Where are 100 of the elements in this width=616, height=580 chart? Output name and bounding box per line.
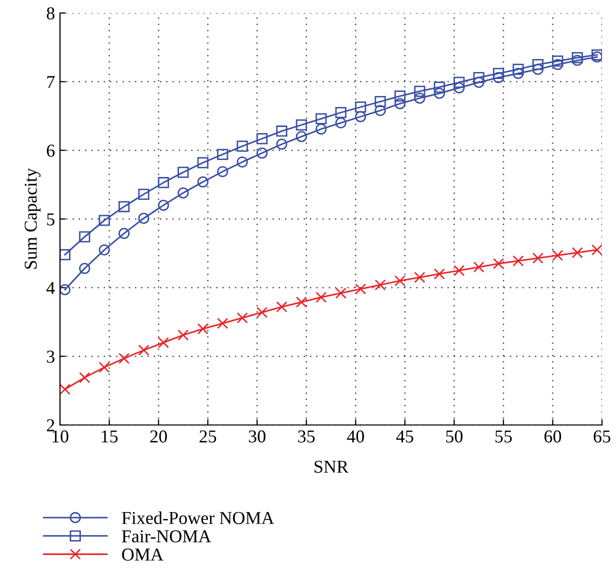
point (492, 68, 504, 79)
x-tick-label: 30 (248, 430, 266, 443)
point (592, 49, 602, 60)
point (374, 104, 386, 116)
y-tick-label: 7 (47, 76, 55, 88)
x-tick-label: 10 (52, 430, 68, 443)
point (532, 64, 544, 75)
x-tick-label: 55 (495, 430, 512, 443)
point (79, 262, 90, 274)
point (197, 176, 208, 188)
point (355, 283, 366, 295)
point (276, 138, 288, 150)
point (178, 166, 189, 178)
point (335, 107, 346, 118)
point (316, 292, 327, 303)
point (414, 272, 426, 283)
point (158, 200, 170, 211)
x-tick-label: 65 (594, 430, 610, 443)
point (512, 255, 524, 266)
y-tick-label: 6 (46, 144, 55, 157)
point (79, 372, 90, 384)
point (296, 119, 307, 130)
point (316, 123, 327, 135)
point (355, 102, 366, 113)
point (355, 111, 366, 122)
point (197, 157, 208, 168)
point (178, 329, 189, 341)
x-tick-label: 35 (298, 430, 315, 443)
point (217, 148, 228, 160)
point (158, 177, 170, 188)
x-tick-label: 60 (544, 430, 562, 443)
point (60, 249, 70, 260)
point (118, 201, 130, 212)
point (552, 250, 564, 261)
point (454, 82, 465, 94)
y-tick-label: 3 (46, 350, 54, 363)
y-tick-label: 5 (47, 213, 54, 226)
point (454, 76, 465, 88)
point (492, 258, 504, 270)
point (138, 188, 150, 200)
point (572, 247, 583, 258)
x-tick-label: 25 (200, 430, 216, 443)
point (217, 166, 228, 178)
x-tick-label: 50 (446, 430, 463, 443)
x-axis-title: SNR (314, 460, 349, 473)
point (572, 52, 583, 64)
point (335, 288, 346, 299)
point (512, 64, 524, 75)
x-tick-label: 45 (396, 430, 414, 443)
point (374, 279, 386, 290)
point (335, 117, 346, 128)
point (256, 306, 268, 318)
legend-label: Fixed-Power NOMA (122, 511, 274, 524)
point (256, 133, 268, 144)
point (158, 337, 170, 348)
point (60, 384, 70, 395)
point (98, 244, 110, 256)
point (197, 323, 208, 334)
y-tick-label: 4 (46, 282, 55, 294)
point (473, 72, 484, 84)
point (532, 252, 544, 264)
point (492, 72, 504, 84)
point (434, 268, 445, 280)
point (454, 264, 465, 276)
point (473, 76, 484, 88)
point (236, 156, 248, 168)
point (532, 58, 544, 70)
point (118, 352, 130, 364)
point (316, 113, 327, 124)
point (512, 68, 524, 79)
x-tick-label: 20 (150, 430, 167, 443)
point (256, 148, 268, 159)
point (552, 56, 564, 67)
point (394, 275, 406, 286)
point (394, 90, 406, 102)
point (178, 187, 189, 198)
point (434, 82, 445, 93)
point (138, 344, 150, 356)
point (414, 86, 426, 97)
point (217, 318, 228, 329)
point (414, 92, 426, 104)
point (592, 244, 602, 256)
point (118, 228, 130, 239)
legend-label: Fair-NOMA (122, 530, 212, 542)
point (296, 131, 307, 142)
point (98, 214, 110, 226)
x-tick-label: 40 (346, 430, 364, 443)
y-tick-label: 2 (46, 419, 54, 432)
point (434, 88, 445, 99)
x-tick-label: 15 (102, 430, 118, 443)
point (276, 301, 288, 312)
point (236, 140, 248, 152)
y-axis-title: Sum Capacity (24, 168, 41, 269)
point (572, 54, 583, 66)
point (296, 296, 307, 308)
point (60, 284, 70, 296)
point (276, 126, 288, 137)
point (138, 212, 150, 224)
point (394, 98, 406, 110)
point (98, 362, 110, 373)
